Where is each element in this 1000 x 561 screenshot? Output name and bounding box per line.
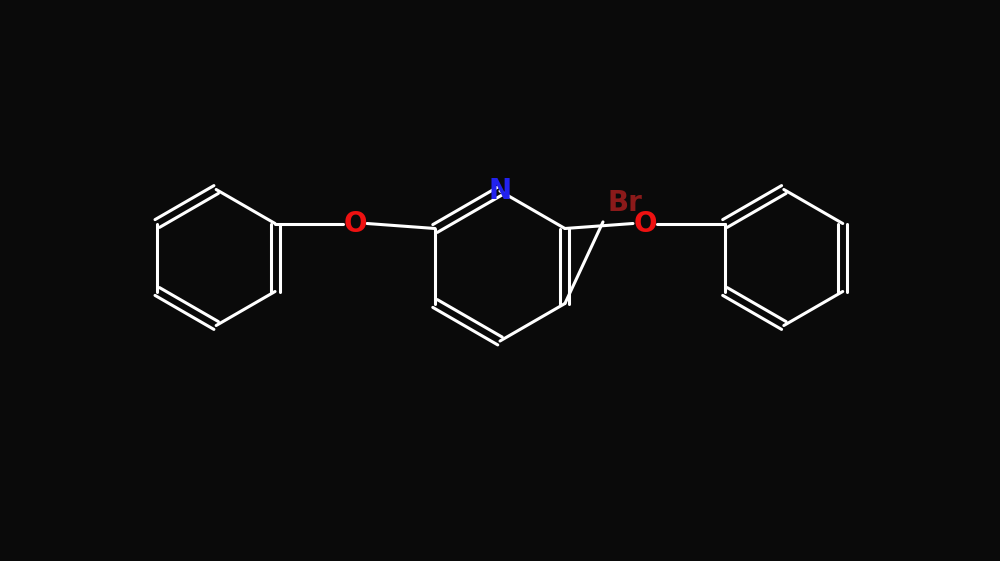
Text: N: N: [488, 177, 512, 205]
Text: O: O: [633, 209, 657, 237]
Text: Br: Br: [608, 189, 643, 217]
Text: O: O: [343, 209, 367, 237]
